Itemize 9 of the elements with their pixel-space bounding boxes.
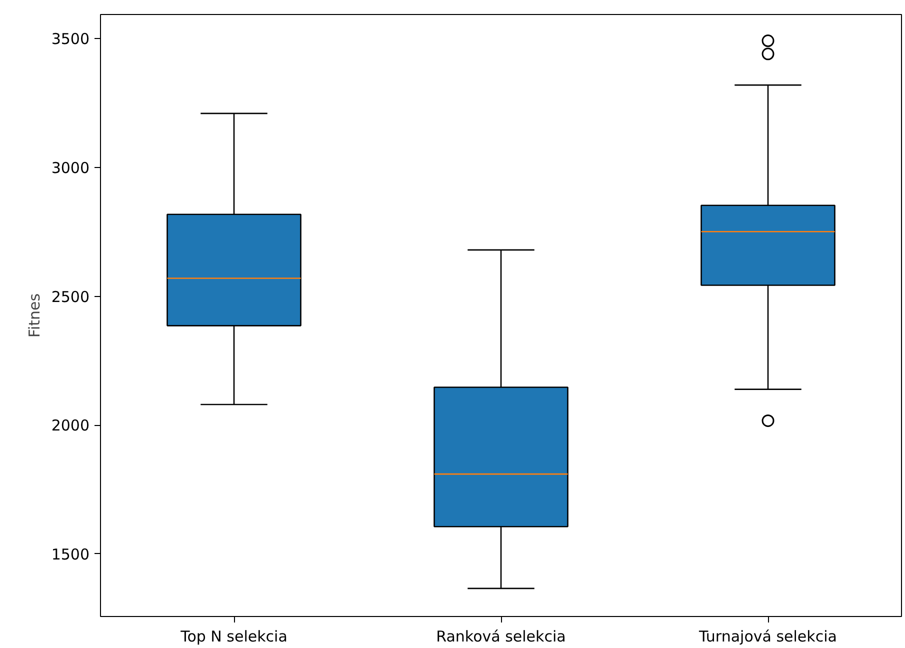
x-tick-label: Ranková selekcia [436, 628, 566, 646]
y-tick-label: 1500 [51, 545, 90, 564]
y-tick-label: 2000 [51, 416, 90, 435]
y-axis-title: Fitnes [25, 293, 44, 338]
y-tick-label: 3500 [51, 30, 90, 48]
x-tick-label: Top N selekcia [180, 628, 288, 646]
y-tick-label: 3000 [51, 159, 90, 178]
x-tick-label: Turnajová selekcia [698, 628, 837, 646]
y-tick-label: 2500 [51, 288, 90, 306]
